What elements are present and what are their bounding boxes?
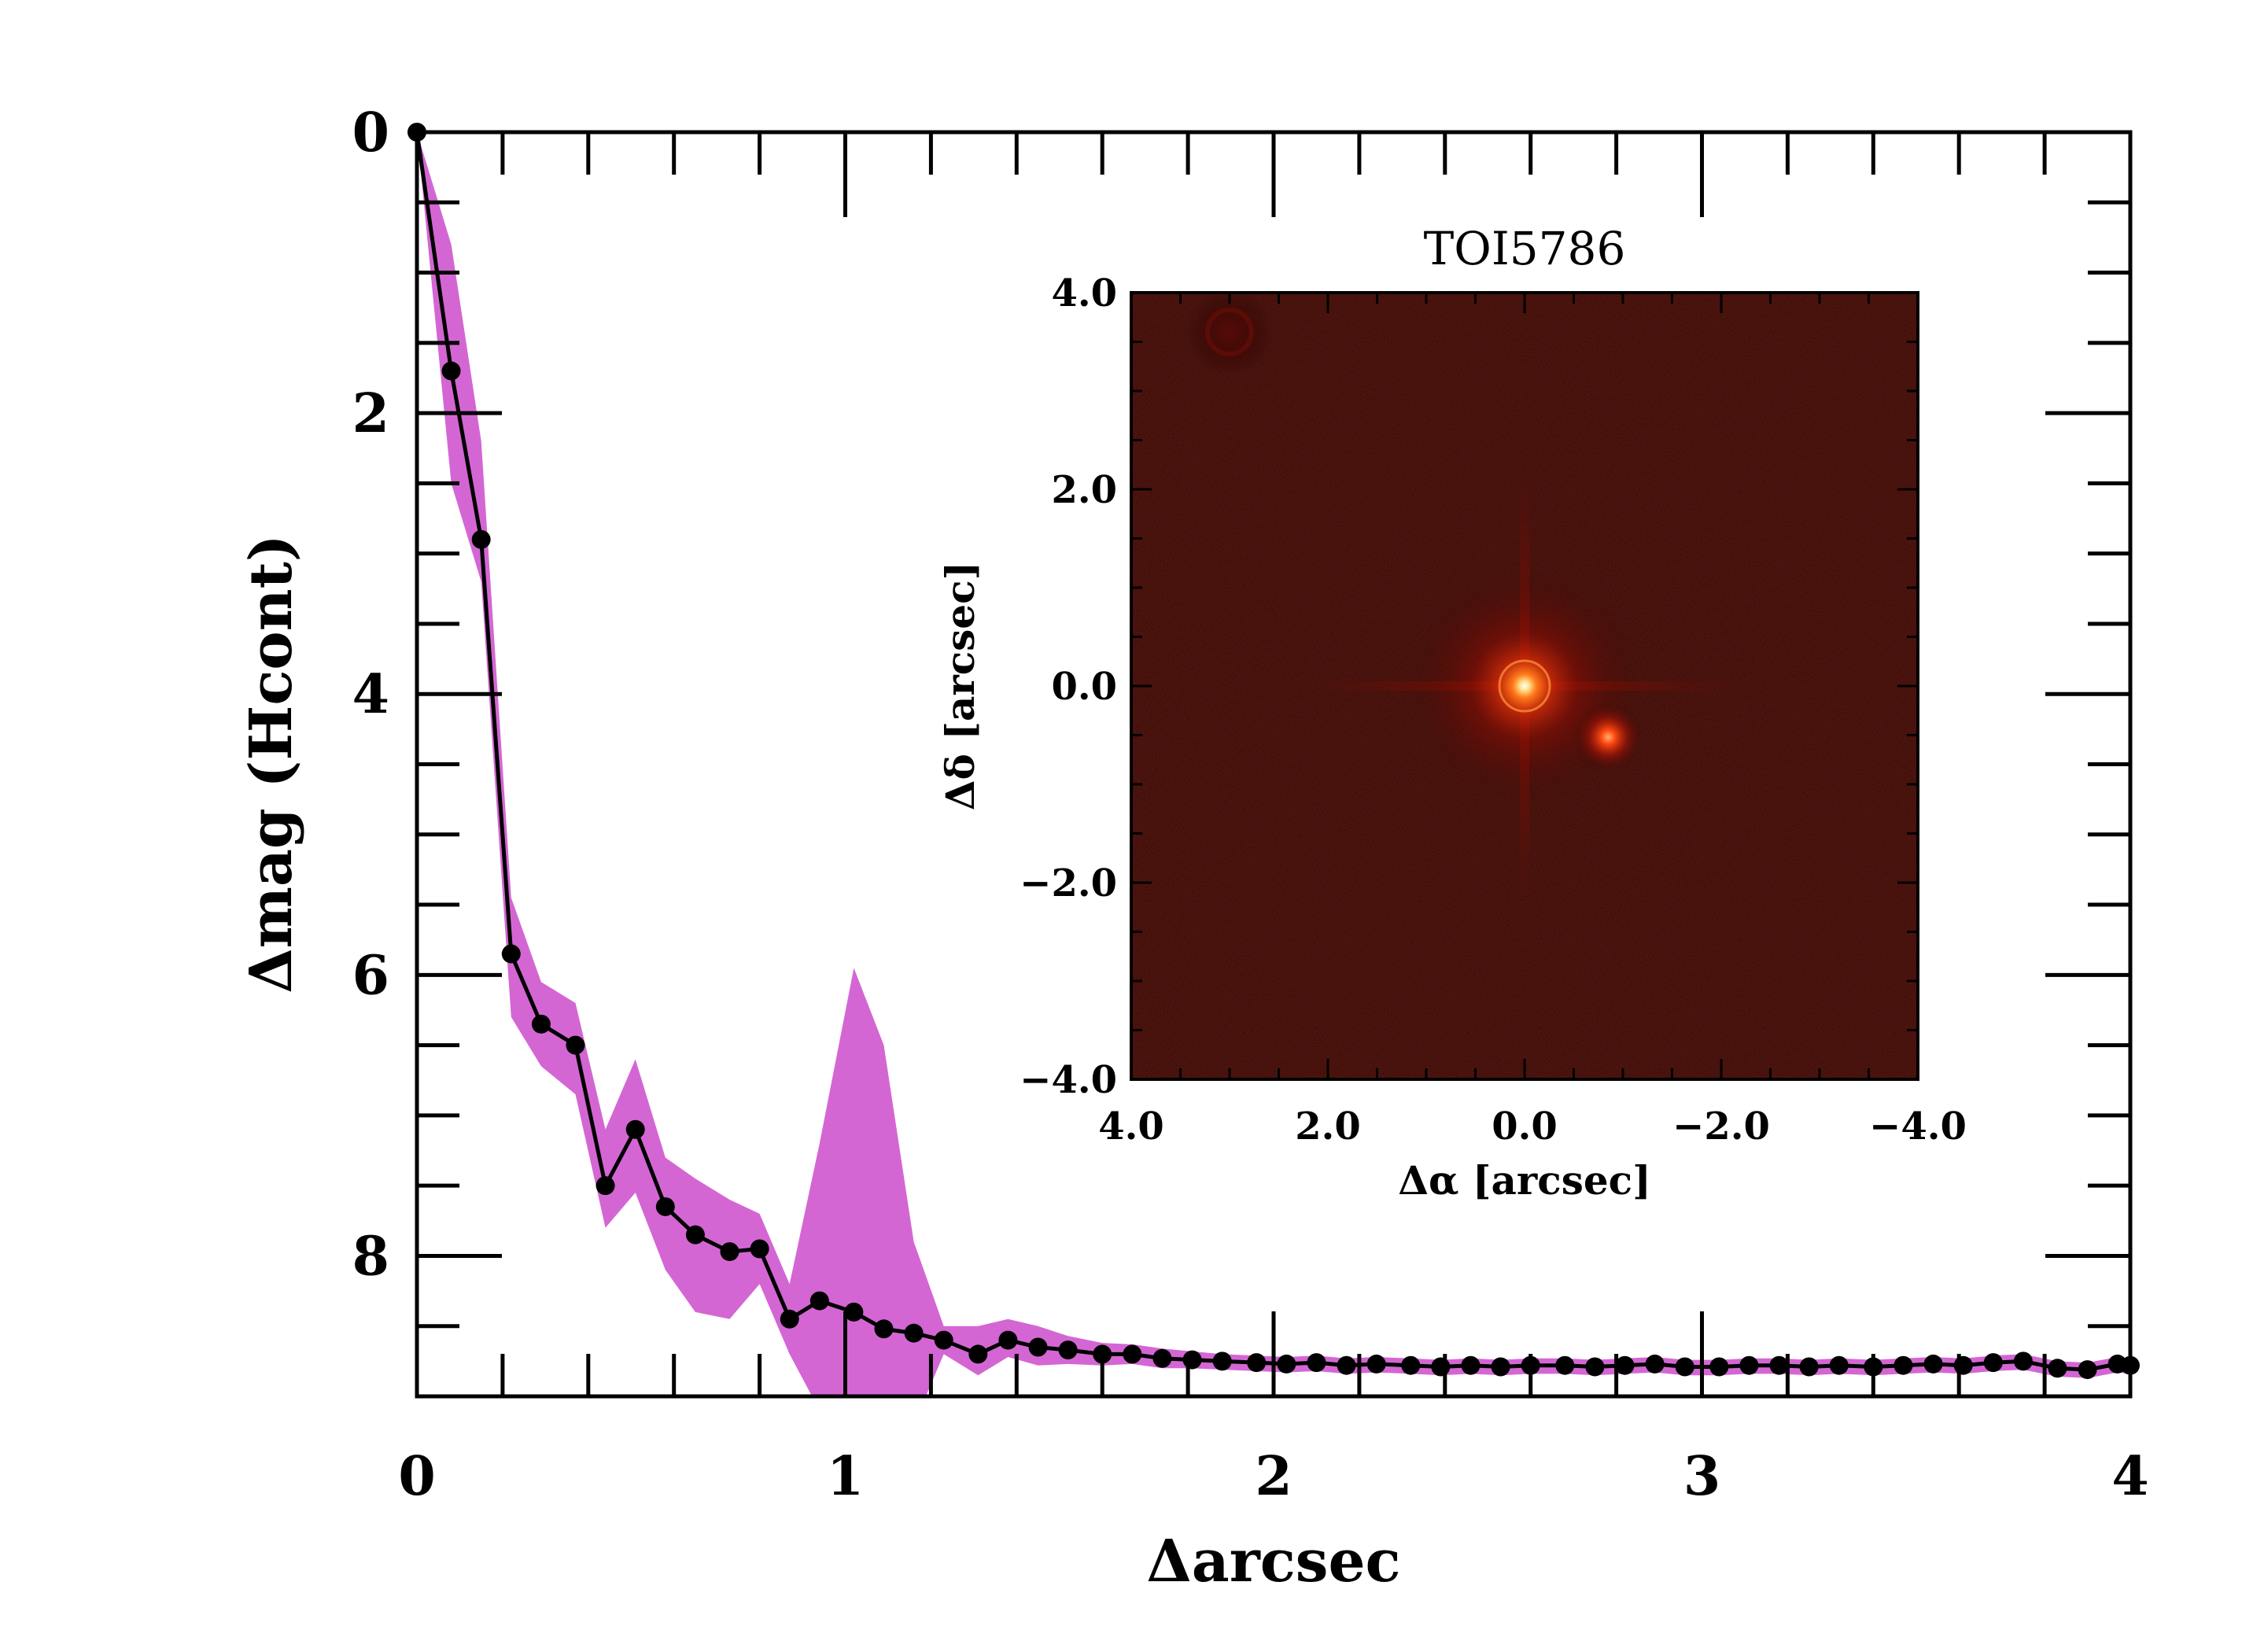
data-point [1923,1354,1943,1374]
data-point [1058,1340,1078,1360]
data-point [1645,1354,1665,1374]
data-point [750,1239,769,1259]
x-tick-label: 2 [1255,1445,1292,1508]
data-point [998,1330,1018,1350]
data-point [1152,1348,1172,1368]
data-point [1799,1357,1819,1377]
main-x-axis-title: Δarcsec [1146,1528,1400,1595]
main-plot: 0 1 2 3 4 0 2 4 6 8 Δarcsec Δmag (Hcont) [238,101,2149,1595]
inset-title: TOI5786 [1424,222,1626,275]
inset-x-tick-label: −4.0 [1869,1104,1967,1149]
data-point [1307,1353,1326,1373]
data-point [1366,1354,1386,1374]
x-tick-label: 4 [2111,1445,2148,1508]
inset-x-tick-label: 4.0 [1098,1104,1164,1149]
data-point [1953,1355,1973,1375]
x-tick-label: 3 [1683,1445,1720,1508]
y-tick-label: 4 [352,663,389,726]
data-point [531,1014,551,1034]
data-point [1431,1357,1451,1377]
data-point [501,944,521,964]
main-points-layer [407,123,2140,1380]
data-point [1615,1355,1635,1375]
error-band [417,132,2130,1396]
inset-x-tick-label: −2.0 [1672,1104,1770,1149]
data-point [566,1035,585,1055]
data-point [1585,1357,1605,1377]
data-point [2013,1351,2033,1371]
data-point [780,1309,799,1329]
data-point [1555,1355,1575,1375]
data-point [625,1119,645,1139]
data-point [874,1319,894,1339]
data-point [1769,1355,1789,1375]
data-point [471,529,491,549]
data-point [844,1302,864,1322]
data-point [1337,1355,1356,1375]
data-point [809,1291,829,1311]
x-tick-label: 1 [827,1445,864,1508]
x-tick-label: 0 [398,1445,435,1508]
main-tick-labels-layer: 0 1 2 3 4 0 2 4 6 8 [352,101,2149,1508]
inset-ticks-layer [1130,291,1919,1081]
inset-x-tick-label: 2.0 [1295,1104,1361,1149]
y-tick-label: 2 [352,382,389,445]
inset-tick-labels-layer: 4.0 2.0 0.0 −2.0 −4.0 −4.0 −2.0 0.0 2.0 4.0 [1020,271,1967,1149]
data-point [1212,1351,1232,1371]
y-tick-label: 0 [352,101,389,164]
data-point [1829,1355,1849,1375]
data-point [1983,1353,2003,1373]
data-point [1491,1357,1510,1377]
faint-source-ring [1205,308,1254,356]
data-point [1894,1355,1913,1375]
y-tick-label: 8 [352,1225,389,1288]
inset-y-tick-label: −4.0 [1020,1058,1117,1102]
inset-x-axis-title: Δα [arcsec] [1398,1157,1651,1204]
data-point [596,1176,615,1196]
data-point [1461,1355,1481,1375]
data-point [1028,1337,1048,1357]
data-point [1182,1350,1202,1370]
inset-y-tick-label: 2.0 [1051,468,1117,512]
data-point [2078,1360,2097,1380]
data-point [655,1197,675,1216]
data-point [1675,1357,1694,1377]
main-ticks-layer [415,130,2133,1399]
airy-ring [1498,659,1551,713]
error-band-layer [417,132,2130,1396]
data-point [934,1330,953,1350]
faint-source [1186,293,1273,375]
data-point [1277,1354,1296,1374]
data-point [685,1225,705,1245]
data-point [1739,1355,1759,1375]
data-point [904,1323,924,1343]
data-point [1709,1357,1729,1377]
inset-sources-layer [1186,293,1737,898]
inset-y-axis-title: Δδ [arcsec] [937,562,983,810]
y-tick-label: 6 [352,944,389,1007]
data-point [1247,1353,1267,1373]
inset-plot: 4.0 2.0 0.0 −2.0 −4.0 −4.0 −2.0 0.0 2.0 4.0 TOI57… [937,222,1967,1204]
data-point [720,1242,739,1262]
companion-star [1573,702,1643,772]
data-point [2048,1359,2067,1378]
inset-x-tick-label: 0.0 [1492,1104,1558,1149]
data-point [1123,1344,1142,1364]
main-y-axis-title: Δmag (Hcont) [238,534,305,994]
data-point [441,361,461,381]
inset-image [1131,293,1918,1079]
data-point [968,1344,988,1364]
inset-y-tick-label: −2.0 [1020,861,1117,905]
data-point [1401,1355,1421,1375]
inset-y-tick-label: 4.0 [1051,271,1117,315]
inset-y-tick-label: 0.0 [1051,665,1117,709]
